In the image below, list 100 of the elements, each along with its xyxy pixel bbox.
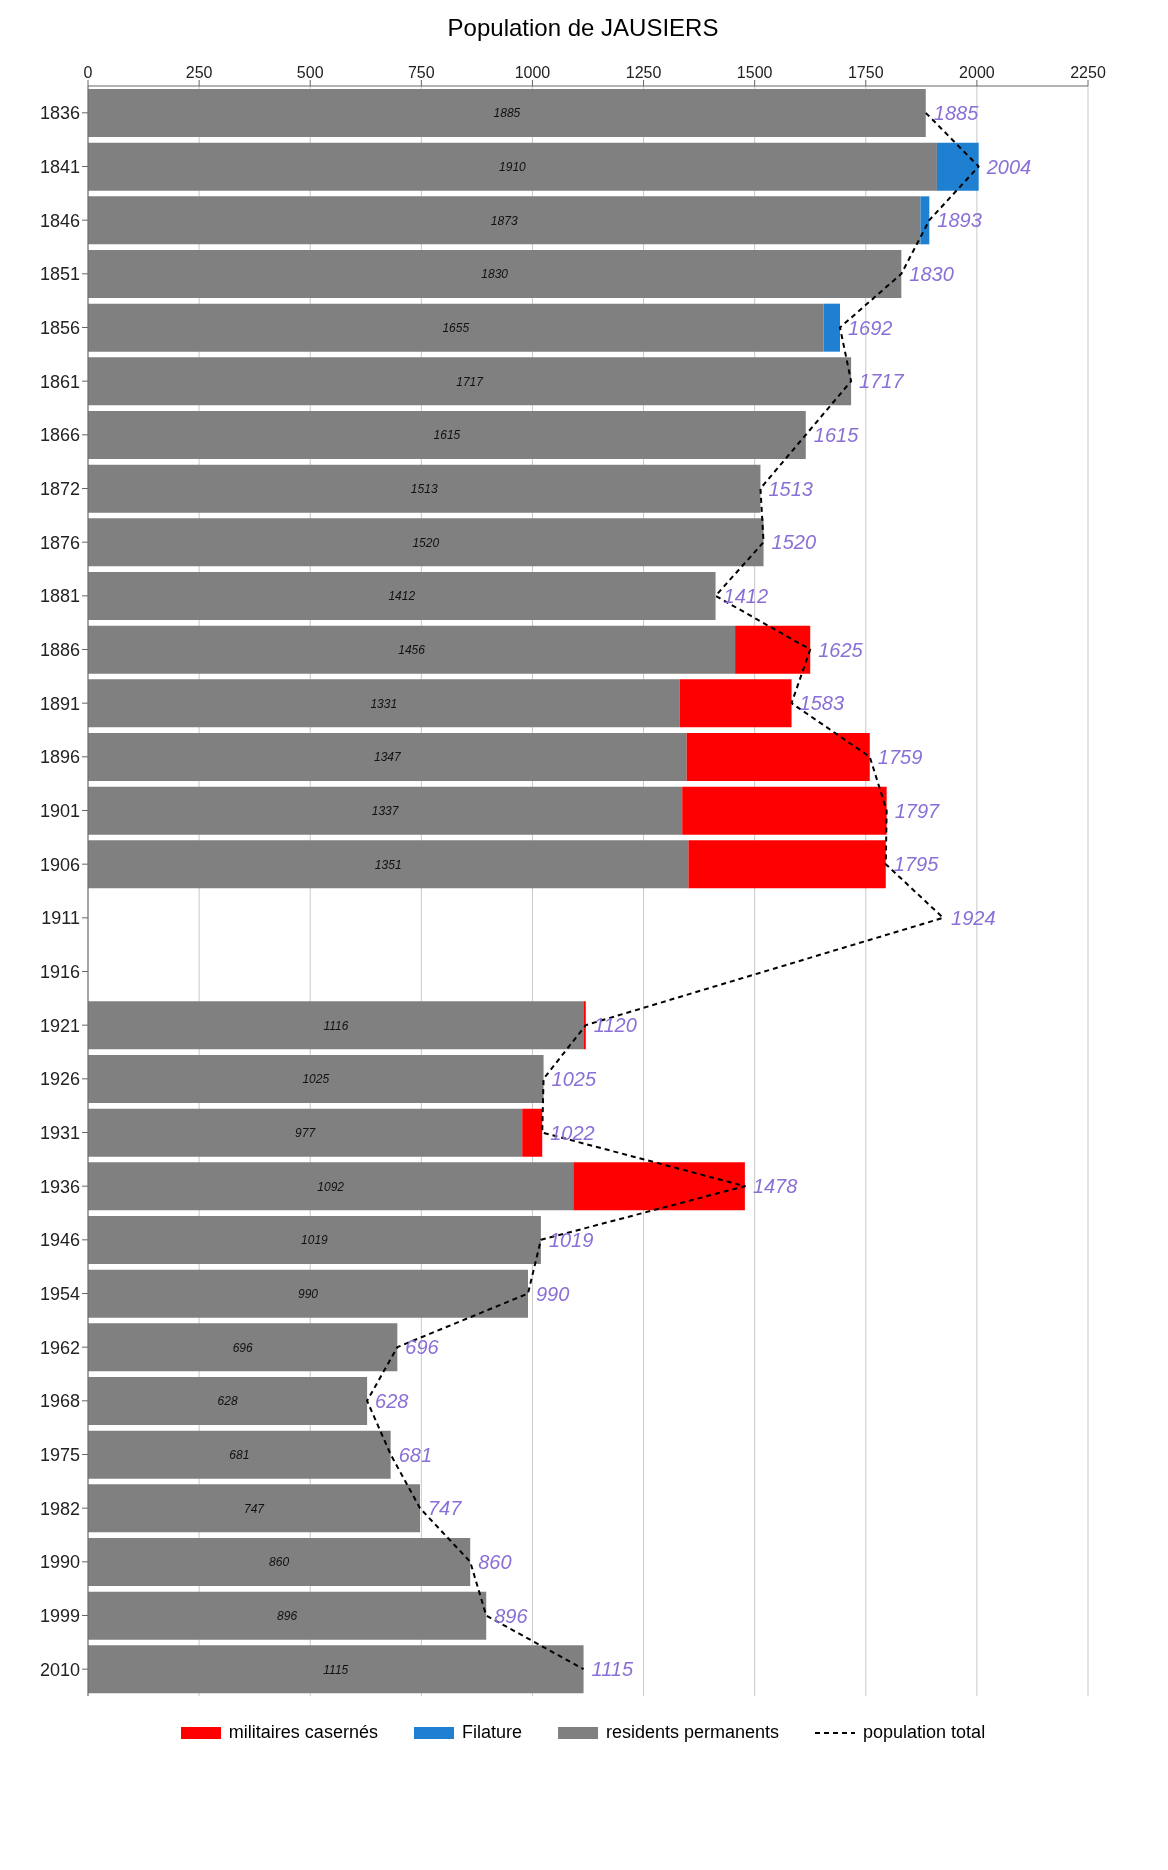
data-label: 1351: [374, 857, 402, 872]
bar: [88, 1645, 584, 1694]
y-tick-label: 1990: [39, 1552, 80, 1573]
data-label: 681: [229, 1447, 250, 1462]
data-label: 990: [536, 1282, 570, 1305]
bar: [686, 733, 870, 781]
bar: [735, 625, 811, 674]
bar: [573, 1162, 745, 1211]
x-tick-label: 750: [407, 64, 435, 81]
data-label: 990: [297, 1286, 319, 1301]
bar: [936, 142, 979, 191]
data-label: 1412: [388, 589, 416, 604]
x-tick-label: 1000: [514, 64, 551, 81]
bar: [679, 679, 792, 728]
data-label: 681: [398, 1443, 433, 1466]
x-tick-label: 0: [83, 64, 93, 81]
data-label: 696: [405, 1336, 440, 1359]
data-label: 1025: [551, 1067, 597, 1090]
y-tick-label: 1954: [39, 1283, 80, 1304]
y-tick-label: 1936: [39, 1176, 80, 1197]
data-label: 1830: [481, 267, 509, 282]
data-label: 1910: [499, 159, 527, 174]
data-label: 896: [494, 1604, 529, 1627]
y-tick-label: 2010: [39, 1659, 80, 1680]
x-tick-label: 500: [296, 64, 324, 81]
bar: [920, 196, 930, 245]
y-tick-label: 1856: [39, 317, 80, 338]
bar: [88, 1055, 544, 1103]
data-label: 860: [269, 1555, 290, 1570]
y-tick-label: 1916: [39, 961, 80, 982]
bar: [88, 1377, 368, 1425]
bar: [88, 572, 716, 620]
y-tick-label: 1962: [39, 1337, 80, 1358]
bar: [88, 1108, 523, 1157]
y-tick-label: 1851: [39, 264, 80, 285]
bar: [88, 1591, 487, 1640]
y-tick-label: 1911: [41, 908, 80, 929]
data-label: 1520: [771, 531, 817, 554]
y-tick-label: 1886: [39, 639, 80, 660]
data-label: 1115: [591, 1658, 634, 1681]
bar: [88, 1216, 541, 1264]
data-label: 1019: [301, 1233, 329, 1248]
y-tick-label: 1866: [39, 425, 80, 446]
data-label: 1795: [893, 853, 940, 876]
x-tick-label: 1250: [625, 64, 662, 81]
data-label: 1022: [550, 1121, 595, 1144]
bar: [88, 1001, 584, 1050]
bar: [522, 1108, 543, 1157]
y-tick-label: 1891: [39, 693, 80, 714]
x-tick-label: 1500: [736, 64, 773, 81]
data-label: 1830: [909, 262, 954, 285]
bar: [88, 142, 937, 191]
data-label: 1717: [859, 370, 905, 393]
bar: [88, 786, 683, 835]
bar: [88, 1484, 420, 1533]
bar: [682, 786, 887, 835]
data-label: 1885: [493, 106, 521, 121]
y-tick-label: 1846: [39, 210, 80, 231]
data-label: 1115: [323, 1662, 349, 1677]
data-label: 1924: [951, 906, 996, 929]
y-tick-label: 1946: [39, 1230, 80, 1251]
chart-title: Population de JAUSIERS: [446, 13, 720, 43]
bar: [688, 840, 886, 889]
y-tick-label: 1921: [39, 1015, 80, 1036]
data-label: 1717: [456, 374, 485, 389]
data-label: 977: [295, 1125, 317, 1140]
y-tick-label: 1968: [39, 1391, 80, 1412]
data-label: 1513: [768, 477, 813, 500]
data-label: 1019: [548, 1228, 594, 1251]
data-label: 860: [478, 1550, 512, 1573]
bar: [88, 840, 689, 889]
bar: [88, 1430, 391, 1479]
data-label: 747: [243, 1501, 266, 1516]
data-label: 1625: [818, 638, 864, 661]
y-tick-label: 1975: [39, 1444, 80, 1465]
legend-label: Filature: [461, 1722, 522, 1743]
data-label: 1116: [323, 1018, 349, 1033]
y-tick-label: 1896: [39, 747, 80, 768]
y-tick-label: 1836: [39, 103, 80, 124]
bar: [88, 733, 687, 781]
legend-label: militaires casernés: [228, 1722, 378, 1743]
bar: [88, 1162, 574, 1211]
y-tick-label: 1861: [39, 371, 80, 392]
x-tick-label: 250: [185, 64, 213, 81]
data-label: 1583: [799, 692, 845, 715]
data-label: 747: [428, 1497, 463, 1520]
data-label: 1655: [442, 320, 470, 335]
data-label: 1692: [848, 316, 893, 339]
data-label: 1873: [490, 213, 518, 228]
data-label: 1759: [877, 745, 923, 768]
data-label: 1615: [433, 428, 461, 443]
data-label: 1797: [894, 799, 941, 822]
data-label: 1520: [412, 535, 440, 550]
data-label: 1893: [937, 209, 982, 232]
bar: [88, 518, 764, 567]
data-label: 2004: [985, 155, 1032, 178]
bar: [88, 1323, 398, 1372]
x-tick-label: 1750: [847, 64, 884, 81]
y-tick-label: 1901: [39, 800, 80, 821]
y-tick-label: 1999: [39, 1605, 80, 1626]
